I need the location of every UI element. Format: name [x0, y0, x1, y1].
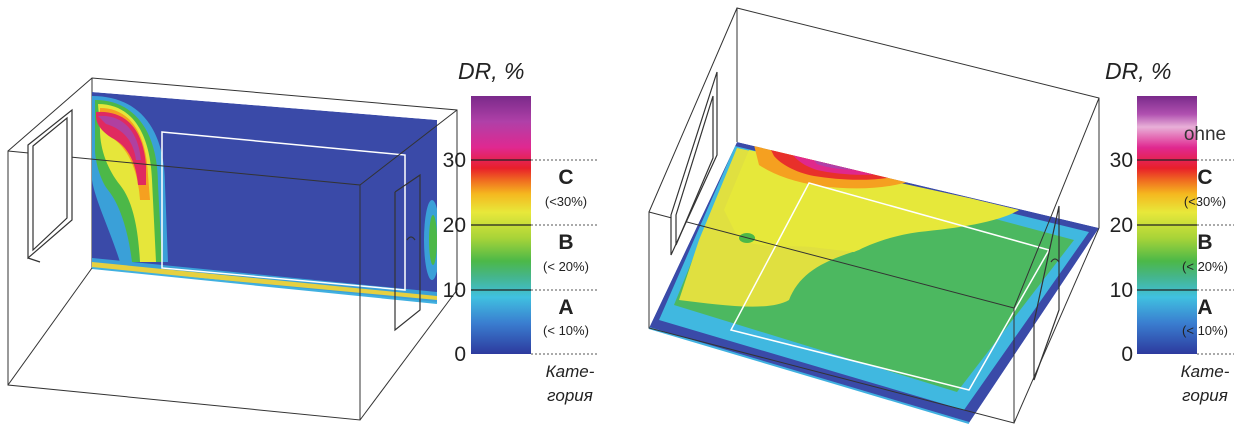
inner-outline: [161, 131, 406, 291]
category-a-letter: A: [558, 296, 574, 319]
room-floor-section-diagram: [648, 7, 1234, 424]
category-none-label: ohne: [1183, 124, 1227, 145]
category-c-letter: C: [558, 166, 574, 189]
category-b-range: (< 20%): [1182, 259, 1228, 274]
category-c-range: (<30%): [1183, 194, 1227, 209]
category-c-letter: C: [1197, 166, 1213, 189]
window-icon: [670, 71, 718, 256]
category-b-range: (< 20%): [543, 259, 589, 274]
room-wireframe-front: [7, 109, 458, 421]
category-c-range: (<30%): [544, 194, 588, 209]
tick-label-20: 20: [442, 214, 466, 237]
scale-tick-marks: [1137, 159, 1197, 291]
left-diagram-panel: DR, % 0 10 20 30 C (<30%) B (< 20%) A (<…: [7, 58, 598, 421]
right-diagram-panel: DR, % 0 10 20 30 ohne C (<30%) B (< 20%)…: [619, 0, 1238, 428]
inner-outline: [729, 182, 1051, 391]
door-icon: [1033, 205, 1060, 381]
room-wireframe-front: [648, 97, 1100, 424]
tick-label-10: 10: [442, 279, 466, 302]
scale-title: DR, %: [458, 58, 525, 84]
category-a-range: (< 10%): [1182, 323, 1228, 338]
category-word-line2: гория: [547, 386, 593, 405]
category-a-letter: A: [1197, 296, 1213, 319]
category-word-line2: гория: [1182, 386, 1228, 405]
scale-tick-marks: [471, 159, 531, 291]
scale-dividers: [531, 159, 598, 355]
tick-label-20: 20: [1109, 214, 1133, 237]
tick-label-0: 0: [454, 343, 466, 366]
scale-title: DR, %: [1105, 58, 1172, 84]
tick-label-0: 0: [1121, 343, 1133, 366]
tick-label-10: 10: [1109, 279, 1133, 302]
floor-slice-heatmap: [649, 142, 1099, 423]
door-icon: [394, 173, 421, 332]
tick-label-30: 30: [442, 149, 466, 172]
category-word-line1: Кате-: [1180, 362, 1230, 381]
category-b-letter: B: [558, 231, 574, 254]
window-icon: [27, 108, 73, 263]
vertical-slice-heatmap: [92, 92, 437, 303]
tick-label-30: 30: [1109, 149, 1133, 172]
room-wireframe-back: [648, 7, 1100, 228]
category-a-range: (< 10%): [543, 323, 589, 338]
category-b-letter: B: [1197, 231, 1213, 254]
room-vertical-section-diagram: [7, 77, 598, 421]
category-word-line1: Кате-: [545, 362, 595, 381]
